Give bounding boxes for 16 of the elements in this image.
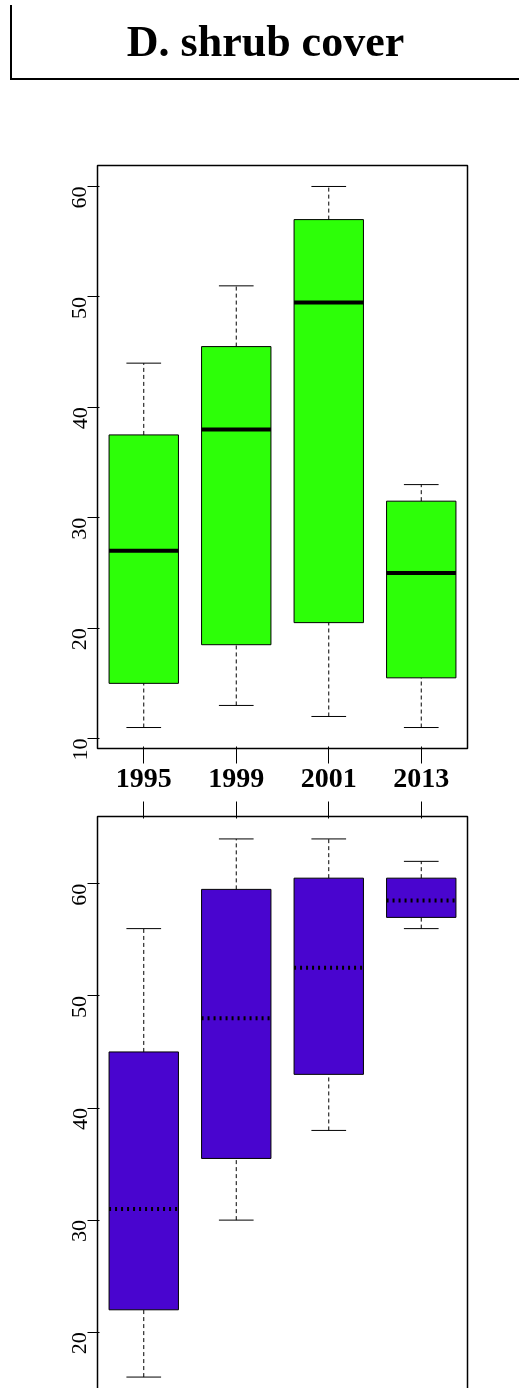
x-tick-label: 2001 bbox=[300, 761, 357, 793]
x-tick-label: 1999 bbox=[208, 761, 265, 793]
y-tick-label: 10 bbox=[66, 738, 92, 761]
y-tick-label: 30 bbox=[66, 517, 92, 540]
y-tick-label: 30 bbox=[66, 1220, 92, 1243]
y-tick-label: 40 bbox=[66, 407, 92, 430]
y-tick-label: 50 bbox=[66, 995, 92, 1018]
x-tick-label: 2013 bbox=[393, 761, 450, 793]
y-tick-label: 20 bbox=[66, 1332, 92, 1355]
y-tick-label: 40 bbox=[66, 1108, 92, 1130]
y-tick-label: 20 bbox=[66, 628, 92, 651]
chart-title: D. shrub cover bbox=[126, 16, 405, 68]
y-tick-label: 50 bbox=[66, 296, 92, 319]
y-tick-label: 60 bbox=[66, 883, 92, 906]
x-tick-label: 1995 bbox=[115, 761, 172, 793]
y-tick-label: 60 bbox=[66, 186, 92, 209]
